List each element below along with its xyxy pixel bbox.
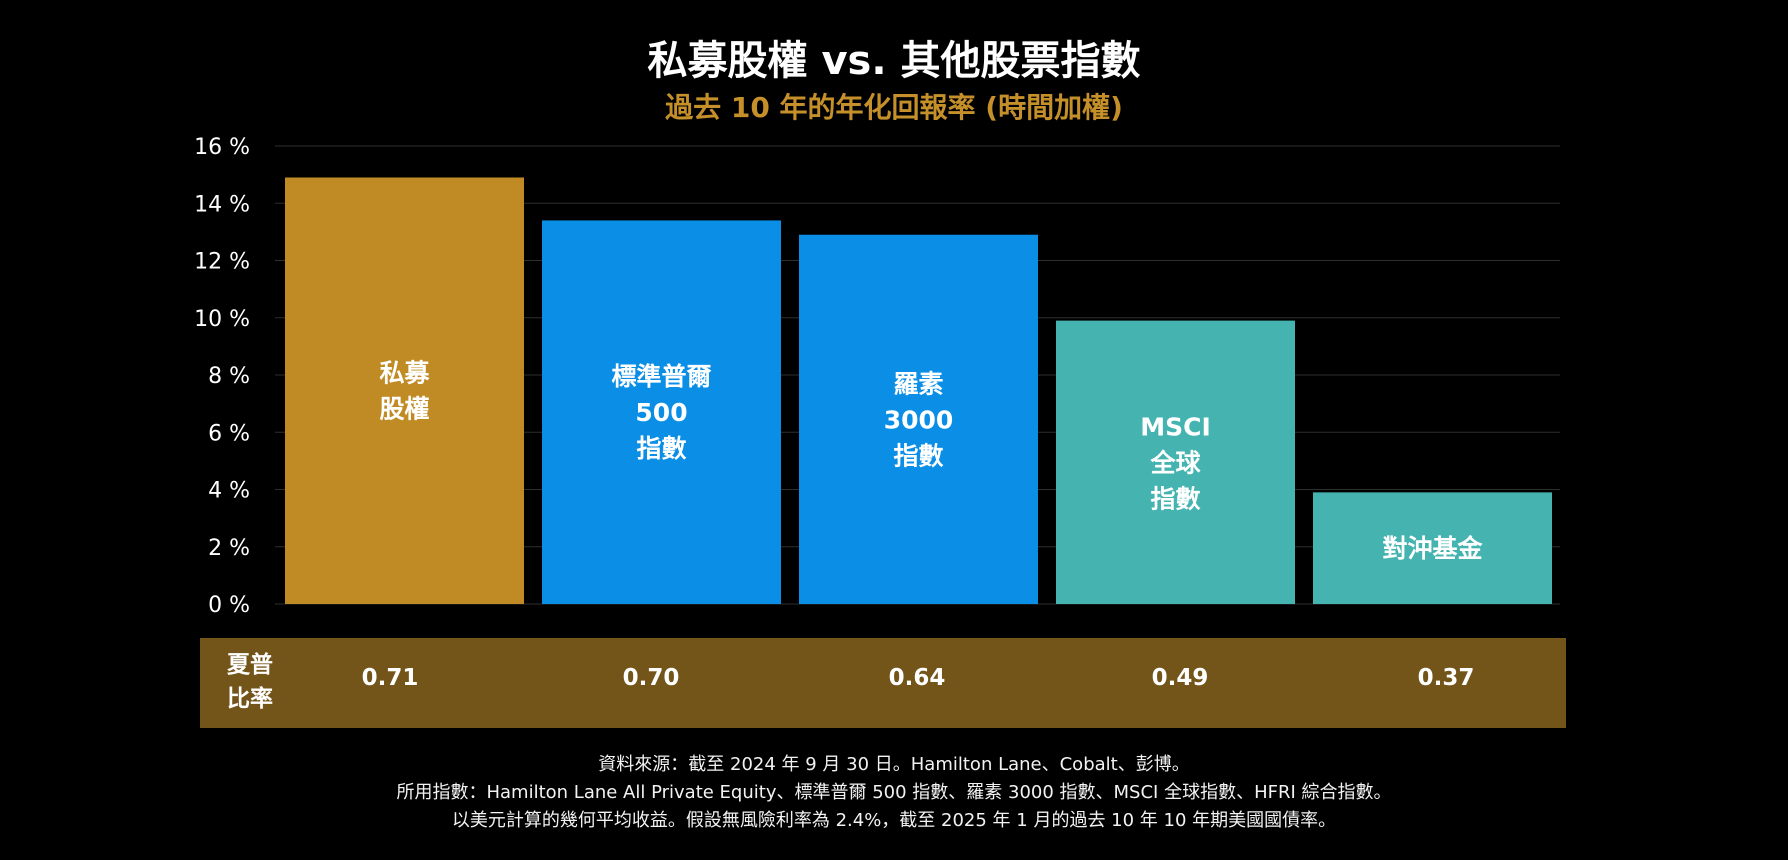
y-tick-label: 6 % bbox=[208, 421, 250, 446]
bar-category-label: 私募股權 bbox=[379, 359, 430, 424]
sharpe-value-hedge-funds: 0.37 bbox=[1417, 665, 1475, 691]
bar bbox=[285, 177, 524, 605]
sharpe-ratio-label: 夏普 比率 bbox=[224, 648, 276, 716]
footnote-methodology: 以美元計算的幾何平均收益。假設無風險利率為 2.4%，截至 2025 年 1 月… bbox=[451, 810, 1337, 831]
y-tick-label: 16 % bbox=[194, 135, 250, 160]
y-tick-label: 14 % bbox=[194, 192, 250, 217]
bar-category-label: 標準普爾 500 指數 bbox=[611, 362, 711, 463]
sharpe-ratio-band bbox=[200, 638, 1566, 728]
chart-title: 私募股權 vs. 其他股票指數 bbox=[647, 38, 1141, 84]
sharpe-value-russell3000: 0.64 bbox=[888, 665, 946, 691]
sharpe-label-line2: 比率 bbox=[227, 686, 273, 712]
footnote-indices: 所用指數：Hamilton Lane All Private Equity、標準… bbox=[396, 782, 1392, 803]
sharpe-value-msci-world: 0.49 bbox=[1151, 665, 1209, 691]
bar bbox=[799, 234, 1038, 605]
y-tick-label: 8 % bbox=[208, 364, 250, 389]
sharpe-value-sp500: 0.70 bbox=[622, 665, 680, 691]
footnote-source: 資料來源：截至 2024 年 9 月 30 日。Hamilton Lane、Co… bbox=[598, 754, 1190, 775]
y-tick-label: 0 % bbox=[208, 593, 250, 618]
y-tick-label: 4 % bbox=[208, 479, 250, 504]
bar bbox=[1056, 320, 1295, 604]
y-tick-label: 2 % bbox=[208, 536, 250, 561]
y-tick-label: 12 % bbox=[194, 250, 250, 275]
bar-category-label: MSCI 全球指數 bbox=[1140, 412, 1211, 513]
sharpe-label-line1: 夏普 bbox=[227, 652, 273, 678]
bar-category-label: 羅素 3000 指數 bbox=[884, 369, 954, 470]
bar-category-label: 對沖基金 bbox=[1382, 534, 1483, 563]
bar-chart: 0 % 2 % 4 % 6 % 8 % 10 % 12 % 14 % 16 % 私募股權 標準普爾 5… bbox=[194, 135, 1560, 618]
chart-subtitle: 過去 10 年的年化回報率 (時間加權) bbox=[665, 91, 1123, 124]
sharpe-value-private-equity: 0.71 bbox=[361, 665, 419, 691]
y-tick-label: 10 % bbox=[194, 307, 250, 332]
bar bbox=[542, 220, 781, 605]
bar bbox=[1313, 492, 1552, 604]
